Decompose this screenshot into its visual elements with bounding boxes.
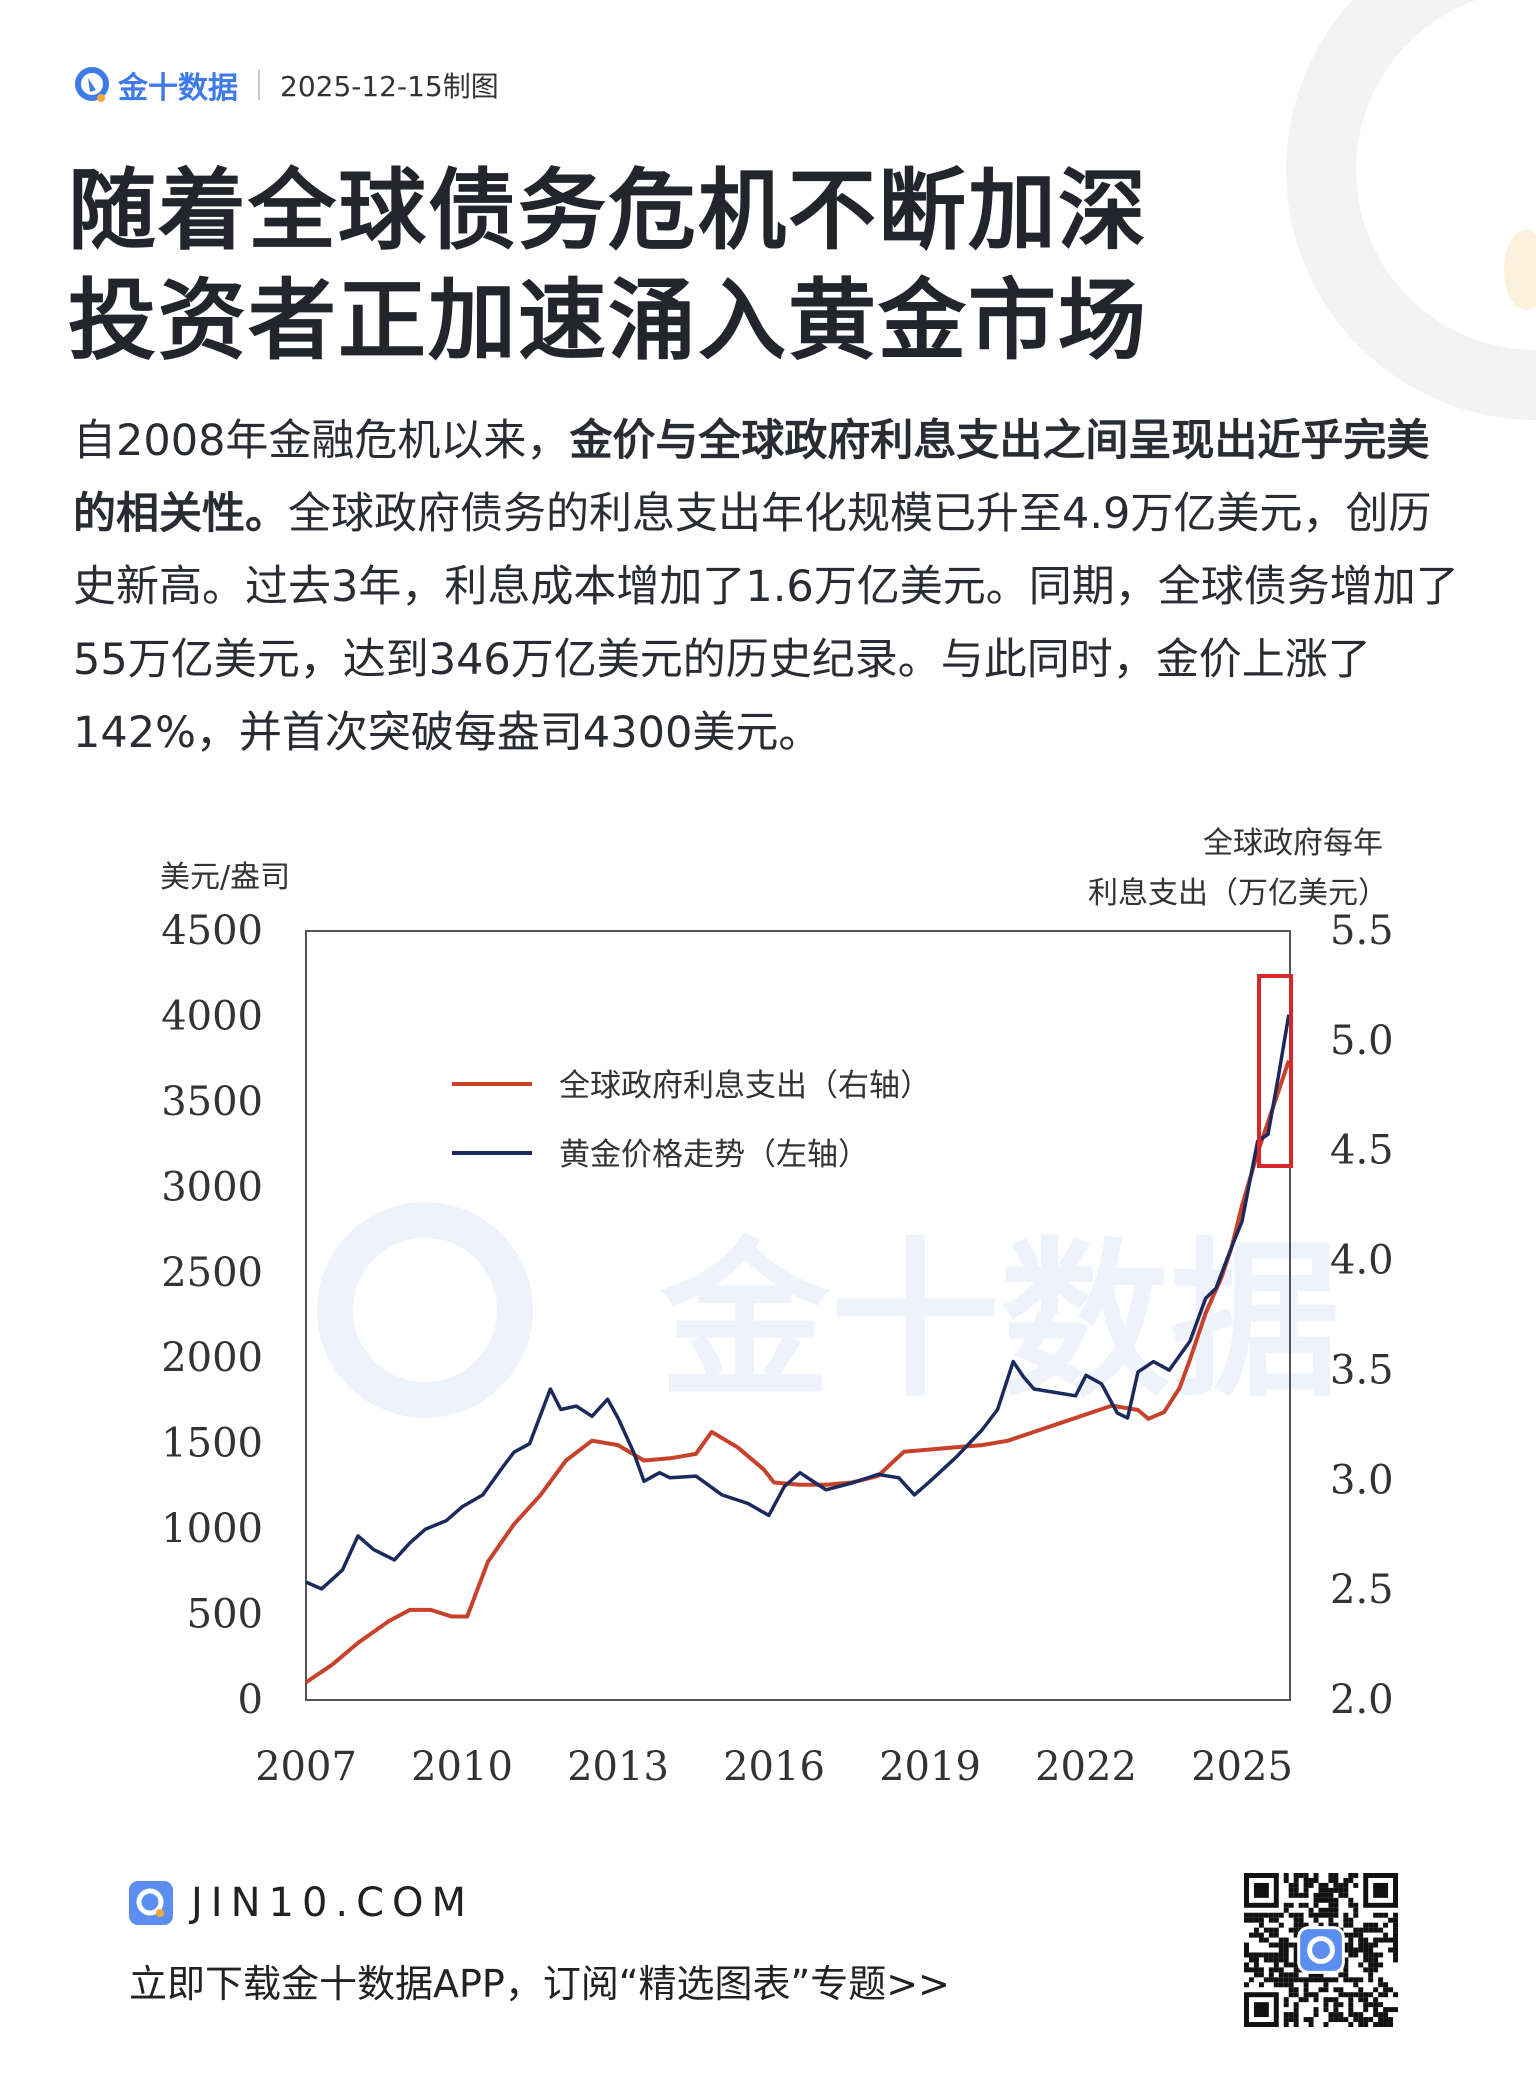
- legend-label-interest: 全球政府利息支出（右轴）: [559, 1068, 931, 1104]
- right-axis-tick-label: 4.0: [1330, 1238, 1394, 1284]
- jin10-logo-icon: [75, 67, 109, 102]
- x-axis-tick-label: 2019: [879, 1744, 981, 1790]
- x-axis-tick-label: 2007: [255, 1744, 357, 1790]
- title-line-2: 投资者正加速涌入黄金市场: [68, 268, 1149, 372]
- watermark-text: 金十数据: [659, 1223, 1340, 1421]
- watermark-logo-icon: [317, 1202, 533, 1418]
- highlight-box: [1257, 974, 1293, 1168]
- right-axis-tick-label: 2.0: [1330, 1677, 1394, 1723]
- page-title: 随着全球债务危机不断加深 投资者正加速涌入黄金市场: [68, 155, 1148, 375]
- right-axis-tick-label: 3.5: [1330, 1347, 1394, 1393]
- x-axis-tick-label: 2016: [723, 1744, 825, 1790]
- left-axis-tick-label: 4500: [161, 908, 263, 954]
- summary-text-2: 全球政府债务的利息支出年化规模已升至4.9万亿美元，创历史新高。过去3年，利息成…: [73, 489, 1459, 758]
- summary-text-bold: 金价与全球政府利息支出之间呈现出近乎完美的相关性。: [73, 416, 1430, 539]
- gold-price-line: [305, 1014, 1291, 1591]
- left-axis-tick-label: 1000: [161, 1506, 263, 1552]
- qr-code[interactable]: [1244, 1873, 1398, 2027]
- left-axis-tick-label: 1500: [161, 1421, 263, 1467]
- brand-name: 金十数据: [118, 71, 238, 106]
- plot-frame: [305, 930, 1291, 1701]
- header-divider: [258, 70, 260, 100]
- background-accent-decoration: [1504, 230, 1536, 310]
- qr-center-logo-icon: [1297, 1926, 1345, 1974]
- download-cta[interactable]: 立即下载金十数据APP，订阅“精选图表”专题>>: [129, 1962, 950, 2006]
- legend-label-gold: 黄金价格走势（左轴）: [559, 1137, 869, 1173]
- summary-text-1: 自2008年金融危机以来，: [73, 416, 570, 466]
- left-axis-tick-label: 3000: [161, 1164, 263, 1210]
- jin10-app-icon: [129, 1881, 173, 1925]
- right-axis-tick-label: 5.0: [1330, 1018, 1394, 1064]
- x-axis-tick-label: 2010: [411, 1744, 513, 1790]
- right-axis-unit-line-2: 利息支出（万亿美元）: [1088, 876, 1388, 911]
- site-url[interactable]: JIN10.COM: [191, 1880, 475, 1926]
- right-axis-tick-label: 4.5: [1330, 1128, 1394, 1174]
- chart-date: 2025-12-15制图: [280, 70, 499, 103]
- right-axis-tick-label: 5.5: [1330, 908, 1394, 954]
- left-axis-tick-label: 3500: [161, 1079, 263, 1125]
- x-axis-tick-label: 2025: [1191, 1744, 1293, 1790]
- left-axis-tick-label: 500: [187, 1592, 263, 1638]
- right-axis-tick-label: 3.0: [1330, 1457, 1394, 1503]
- background-logo-decoration: [1286, 0, 1536, 420]
- left-axis-tick-label: 2500: [161, 1250, 263, 1296]
- left-axis-unit: 美元/盎司: [160, 860, 291, 895]
- summary-paragraph: 自2008年金融危机以来，金价与全球政府利息支出之间呈现出近乎完美的相关性。全球…: [73, 405, 1463, 770]
- left-axis-tick-label: 4000: [161, 993, 263, 1039]
- right-axis-tick-label: 2.5: [1330, 1567, 1394, 1613]
- interest-expense-line: [304, 1059, 1291, 1685]
- right-axis-unit-line-1: 全球政府每年: [1203, 826, 1383, 861]
- x-axis-tick-label: 2022: [1035, 1744, 1137, 1790]
- footer-site: JIN10.COM: [129, 1880, 474, 1926]
- gold-vs-interest-chart: 金十数据 0 500 1000 1500 2000 2500 3000 3500 4000 450…: [161, 908, 1394, 1790]
- header-brand: 金十数据 2025-12-15制图: [72, 62, 499, 108]
- x-axis-tick-label: 2013: [567, 1744, 669, 1790]
- title-line-1: 随着全球债务危机不断加深: [68, 158, 1149, 262]
- left-axis-tick-label: 2000: [161, 1335, 263, 1381]
- legend: 全球政府利息支出（右轴） 黄金价格走势（左轴）: [452, 1068, 931, 1173]
- left-axis-tick-label: 0: [238, 1677, 263, 1723]
